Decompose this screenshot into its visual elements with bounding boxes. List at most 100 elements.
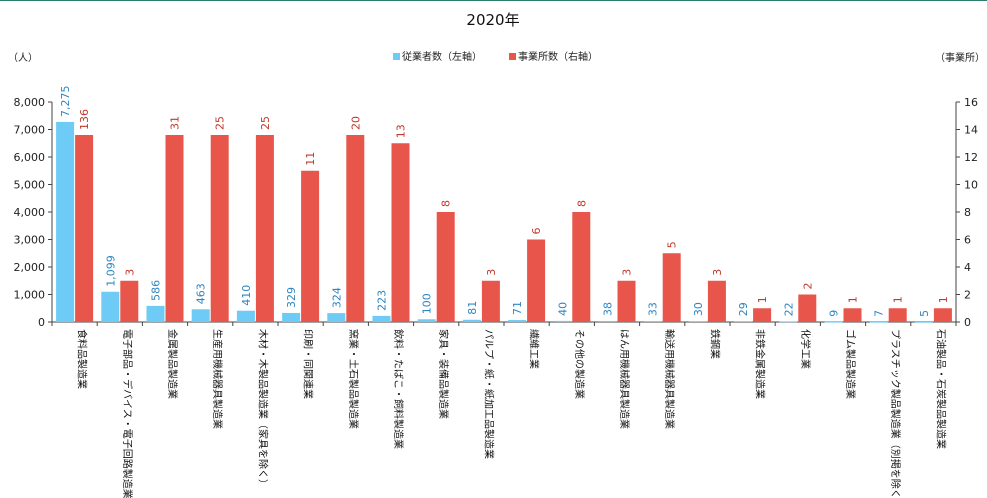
data-label-employees: 324	[330, 287, 343, 308]
data-label-employees: 329	[285, 287, 298, 308]
data-label-establishments: 3	[123, 269, 136, 276]
bar-employees	[372, 315, 391, 322]
data-label-establishments: 2	[801, 283, 814, 290]
category-label: ゴム製品製造業	[844, 329, 857, 399]
data-label-establishments: 1	[756, 296, 769, 303]
bar-employees	[282, 312, 301, 322]
right-tick-label: 6	[964, 234, 971, 247]
category-label: 食料品製造業	[76, 329, 89, 389]
left-tick-label: 6,000	[14, 151, 46, 164]
bar-establishments	[391, 143, 410, 322]
left-tick-label: 2,000	[14, 261, 46, 274]
left-tick-label: 0	[38, 316, 45, 329]
left-tick-label: 4,000	[14, 206, 46, 219]
bar-employees	[914, 321, 933, 323]
bar-employees	[462, 319, 481, 322]
data-label-employees: 5	[918, 310, 931, 317]
data-label-establishments: 5	[666, 241, 679, 248]
data-label-employees: 100	[421, 293, 434, 314]
category-label: はん用機械器具製造業	[618, 329, 631, 429]
left-tick-label: 8,000	[14, 96, 46, 109]
data-label-establishments: 8	[440, 200, 453, 207]
legend-swatch-establishments	[509, 53, 516, 60]
right-tick-label: 16	[964, 96, 978, 109]
data-label-employees: 7,275	[59, 85, 72, 117]
data-label-employees: 463	[195, 283, 208, 304]
data-label-establishments: 31	[169, 116, 182, 130]
bar-establishments	[346, 135, 365, 322]
category-label: 輸送用機械器具製造業	[663, 329, 676, 429]
data-label-establishments: 11	[304, 152, 317, 166]
right-tick-label: 0	[964, 316, 971, 329]
data-label-establishments: 13	[395, 124, 408, 138]
category-label: 家具・装備品製造業	[437, 329, 450, 419]
right-tick-label: 14	[964, 124, 978, 137]
bar-employees	[191, 309, 210, 322]
bar-establishments	[255, 135, 274, 322]
data-label-employees: 38	[602, 302, 615, 316]
data-label-employees: 81	[466, 301, 479, 315]
data-label-establishments: 136	[78, 109, 91, 130]
data-label-employees: 40	[556, 302, 569, 316]
right-tick-label: 10	[964, 179, 978, 192]
data-label-establishments: 25	[259, 116, 272, 130]
data-label-establishments: 1	[847, 296, 860, 303]
bar-establishments	[617, 280, 636, 322]
category-labels: 食料品製造業 電子部品・デバイス・電子回路製造業 金属製品製造業 生産用機械器具製造業…	[76, 329, 948, 498]
bar-employees	[236, 310, 255, 322]
bar-employees	[734, 321, 753, 323]
legend-label-employees: 従業者数（左軸）	[402, 50, 482, 63]
data-label-establishments: 1	[937, 296, 950, 303]
category-label: 電子部品・デバイス・電子回路製造業	[121, 329, 134, 498]
category-label: 印刷・同関連業	[302, 329, 315, 399]
bar-employees	[417, 319, 436, 322]
data-label-employees: 586	[150, 280, 163, 301]
data-label-employees: 30	[692, 302, 705, 316]
category-label: 生産用機械器具製造業	[211, 329, 224, 429]
bar-employees	[824, 321, 843, 323]
left-axis-unit: （人）	[8, 52, 38, 64]
bar-establishments	[753, 308, 772, 322]
bar-employees	[869, 321, 888, 323]
right-axis-unit: （事業所）	[935, 51, 985, 64]
data-label-establishments: 3	[621, 269, 634, 276]
data-label-establishments: 6	[530, 228, 543, 235]
right-tick-label: 8	[964, 206, 971, 219]
data-label-employees: 223	[376, 290, 389, 311]
data-label-employees: 33	[647, 302, 660, 316]
category-label: 非鉄金属製造業	[754, 329, 767, 399]
bar-establishments	[436, 212, 455, 322]
left-tick-label: 3,000	[14, 234, 46, 247]
data-label-employees: 410	[240, 285, 253, 306]
bar-employees	[327, 313, 346, 322]
bars	[56, 121, 952, 323]
bar-establishments	[662, 253, 681, 322]
bar-employees	[779, 321, 798, 323]
category-label: プラスチック製品製造業（別掲を除く）	[889, 329, 902, 498]
bar-establishments	[165, 135, 184, 322]
bar-establishments	[933, 308, 952, 322]
bar-establishments	[301, 170, 320, 322]
left-tick-label: 7,000	[14, 124, 46, 137]
bar-establishments	[75, 135, 94, 322]
data-label-employees: 1,099	[104, 255, 117, 287]
bar-establishments	[120, 280, 139, 322]
data-label-establishments: 20	[349, 116, 362, 130]
bar-employees	[56, 121, 75, 322]
data-label-employees: 29	[737, 302, 750, 316]
category-label: 繊維工業	[528, 329, 541, 369]
bar-employees	[508, 320, 527, 322]
bar-establishments	[888, 308, 907, 322]
legend-swatch-employees	[393, 53, 400, 60]
right-tick-label: 12	[964, 151, 978, 164]
data-label-establishments: 3	[711, 269, 724, 276]
data-label-employees: 7	[873, 310, 886, 317]
bar-establishments	[527, 239, 546, 322]
category-label: その他の製造業	[573, 329, 586, 399]
bar-employees	[101, 291, 120, 322]
bar-establishments	[798, 294, 817, 322]
category-label: 窯業・土石製品製造業	[347, 329, 360, 429]
chart-title: 2020年	[466, 11, 519, 29]
